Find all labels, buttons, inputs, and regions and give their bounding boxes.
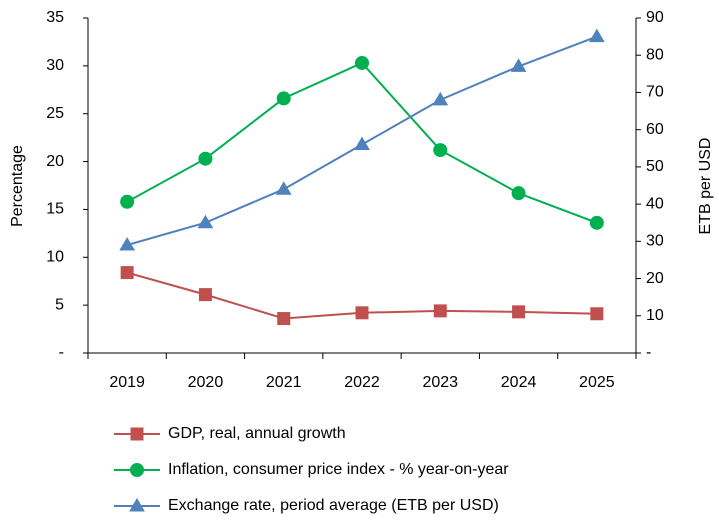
y-tick-label: 5 <box>55 296 64 313</box>
y2-tick-label: 40 <box>646 195 664 212</box>
data-point <box>119 237 136 251</box>
x-tick-label: 2023 <box>422 374 458 391</box>
x-tick-label: 2022 <box>344 374 380 391</box>
legend-label: Exchange rate, period average (ETB per U… <box>168 497 499 514</box>
y2-tick-label: 10 <box>646 307 664 324</box>
data-point <box>589 215 604 230</box>
y-tick-label: 15 <box>46 201 64 218</box>
y2-tick-label: 20 <box>646 270 664 287</box>
data-point <box>512 305 526 319</box>
legend-marker <box>130 427 144 441</box>
data-point <box>433 304 447 318</box>
y-tick-label: 25 <box>46 105 64 122</box>
legend-label: Inflation, consumer price index - % year… <box>168 461 509 478</box>
data-point <box>277 312 291 326</box>
legend-label: GDP, real, annual growth <box>168 425 346 442</box>
y-tick-label: - <box>59 344 64 361</box>
data-point <box>198 151 213 166</box>
data-point <box>511 186 526 201</box>
y2-tick-label: 60 <box>646 121 664 138</box>
data-point <box>510 58 527 72</box>
data-point <box>432 91 449 106</box>
y-axis-label: Percentage <box>9 145 26 227</box>
y2-tick-label: 90 <box>646 9 664 26</box>
legend-marker <box>129 498 145 512</box>
y-tick-label: 20 <box>46 153 64 170</box>
y-tick-label: 10 <box>46 249 64 266</box>
y2-tick-label: 70 <box>646 84 664 101</box>
y2-tick-label: 50 <box>646 158 664 175</box>
x-tick-label: 2020 <box>188 374 224 391</box>
y-tick-label: 35 <box>46 9 64 26</box>
data-point <box>120 194 135 209</box>
data-point <box>433 143 448 158</box>
x-tick-label: 2019 <box>109 374 145 391</box>
data-point <box>276 91 291 106</box>
y-tick-label: 30 <box>46 57 64 74</box>
y2-tick-label: 80 <box>646 46 664 63</box>
data-point <box>355 306 369 320</box>
data-point <box>197 214 214 229</box>
data-point <box>354 136 370 151</box>
y2-tick-label: - <box>646 344 651 361</box>
y2-tick-label: 30 <box>646 233 664 250</box>
data-point <box>355 55 369 70</box>
data-point <box>275 181 292 195</box>
data-point <box>120 266 134 280</box>
x-tick-label: 2025 <box>579 374 615 391</box>
legend-marker <box>130 463 144 477</box>
data-point <box>198 288 212 302</box>
x-tick-label: 2021 <box>266 374 302 391</box>
data-point <box>590 307 604 321</box>
x-tick-label: 2024 <box>501 374 537 391</box>
data-point <box>588 28 605 43</box>
y2-axis-label: ETB per USD <box>697 138 714 235</box>
